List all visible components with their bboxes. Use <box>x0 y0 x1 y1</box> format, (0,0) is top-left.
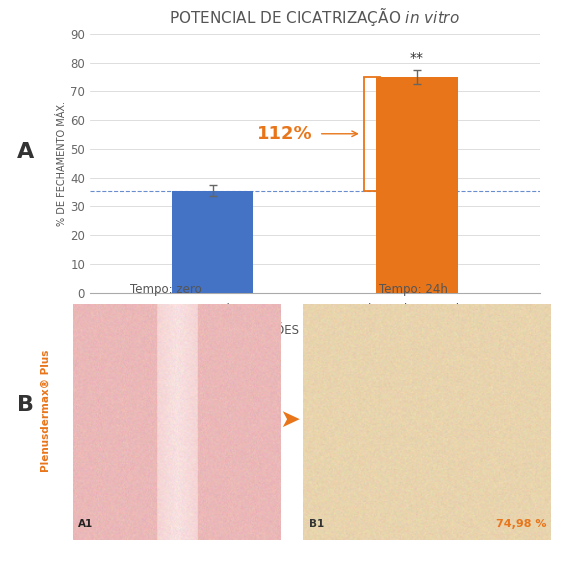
Text: B1: B1 <box>309 519 324 529</box>
Y-axis label: % DE FECHAMENTO MÁX.: % DE FECHAMENTO MÁX. <box>57 101 67 226</box>
Text: Tempo: zero: Tempo: zero <box>130 283 202 296</box>
Text: A1: A1 <box>78 519 93 529</box>
Text: Tempo: 24h: Tempo: 24h <box>379 283 447 296</box>
X-axis label: CONDIÇÕES DE TRATAMENTO: CONDIÇÕES DE TRATAMENTO <box>228 321 402 337</box>
Text: **: ** <box>410 51 424 65</box>
Bar <box>376 77 458 293</box>
Text: ➤: ➤ <box>279 408 300 431</box>
Text: A: A <box>17 142 34 162</box>
Text: 112%: 112% <box>257 125 312 143</box>
Text: Plenusdermax® Plus: Plenusdermax® Plus <box>41 350 51 472</box>
Bar <box>171 191 253 293</box>
Text: 74,98 %: 74,98 % <box>496 519 546 529</box>
Title: POTENCIAL DE CICATRIZAÇÃO $\it{in\ vitro}$: POTENCIAL DE CICATRIZAÇÃO $\it{in\ vitro… <box>169 5 460 28</box>
Text: B: B <box>17 395 34 415</box>
